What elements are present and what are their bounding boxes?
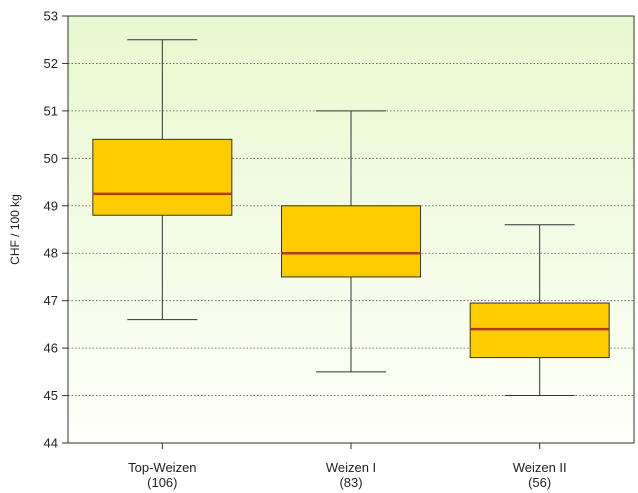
- category-count-label: (106): [147, 475, 177, 490]
- box-0: [92, 39, 233, 321]
- category-label: Weizen I: [326, 460, 376, 475]
- y-tick-label: 48: [44, 246, 58, 261]
- y-tick-label: 53: [44, 9, 58, 24]
- y-tick-label: 49: [44, 198, 58, 213]
- y-tick-label: 44: [44, 436, 58, 451]
- category-label: Weizen II: [513, 460, 567, 475]
- y-axis-title: CHF / 100 kg: [8, 194, 22, 265]
- y-tick-label: 45: [44, 388, 58, 403]
- box-2: [469, 224, 610, 397]
- y-tick-label: 50: [44, 151, 58, 166]
- category-count-label: (56): [528, 475, 551, 490]
- y-tick-label: 52: [44, 56, 58, 71]
- boxes: [92, 39, 610, 397]
- iqr-box: [92, 138, 233, 216]
- box-1: [281, 110, 421, 373]
- iqr-box: [281, 205, 421, 278]
- category-count-label: (83): [339, 475, 362, 490]
- y-tick-label: 47: [44, 293, 58, 308]
- axes: 44 45 46 47 48 49 50 51 52 53 Top-Weizen(106) Weize…: [44, 9, 567, 491]
- y-tick-label: 51: [44, 103, 58, 118]
- y-tick-label: 46: [44, 341, 58, 356]
- category-label: Top-Weizen: [128, 460, 196, 475]
